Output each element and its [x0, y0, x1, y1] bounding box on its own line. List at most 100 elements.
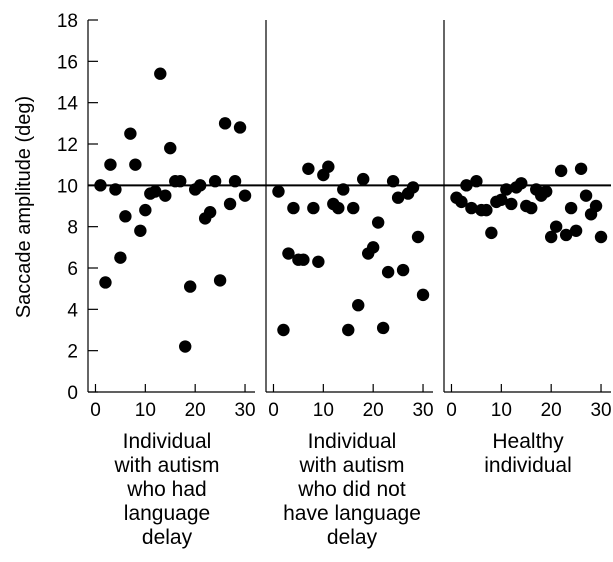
data-point [352, 299, 365, 312]
data-point [386, 175, 400, 188]
data-point [114, 251, 127, 264]
data-point [549, 220, 563, 233]
data-point [119, 210, 132, 223]
data-point [139, 203, 152, 217]
y-tick-label: 4 [67, 300, 78, 321]
panel-1-caption-line-1: Individual [122, 430, 212, 453]
data-point [347, 201, 360, 215]
data-point [109, 183, 122, 196]
y-tick-label: 6 [67, 259, 78, 280]
data-point [228, 175, 242, 188]
y-tick-label: 18 [57, 11, 78, 32]
panel-1-caption-line-3: who had [127, 478, 207, 501]
x-tick-label: 30 [234, 400, 255, 421]
data-point [174, 175, 187, 188]
data-point [381, 265, 395, 279]
data-point [302, 162, 315, 175]
data-point [357, 172, 370, 186]
y-tick-label: 16 [57, 52, 78, 73]
y-axis-label: Saccade amplitude (deg) [13, 96, 35, 318]
data-point [332, 201, 345, 215]
data-point [307, 201, 320, 215]
data-point [559, 228, 573, 242]
data-point [539, 185, 553, 198]
data-point [164, 141, 177, 155]
y-tick-label: 12 [57, 135, 78, 156]
data-point [233, 121, 247, 134]
data-point [564, 201, 578, 215]
y-axis: 0 2 4 6 8 10 12 14 16 18 [57, 11, 98, 404]
data-point [505, 197, 518, 211]
x-tick-label: 10 [491, 400, 512, 421]
data-point [203, 206, 217, 219]
data-point [99, 276, 112, 289]
data-point [208, 175, 222, 188]
panel-1-caption-line-4: language [123, 502, 211, 525]
x-tick-label: 20 [541, 400, 562, 421]
data-point [238, 189, 252, 202]
panel-1: 0 10 20 30 [87, 20, 256, 421]
x-tick-label: 0 [446, 400, 457, 421]
panel-2-caption-line-2: with autism [299, 454, 405, 477]
panel-3-caption-line-1: Healthy [492, 430, 564, 453]
data-point [411, 230, 425, 244]
data-point [371, 216, 385, 229]
data-point [480, 203, 493, 217]
x-tick-label: 20 [363, 400, 384, 421]
x-tick-label: 10 [135, 400, 156, 421]
data-point [223, 197, 237, 211]
data-point [544, 230, 558, 244]
y-tick-label: 14 [57, 94, 79, 115]
data-point [337, 183, 350, 196]
data-point [465, 201, 478, 215]
data-point [297, 253, 310, 266]
data-point [406, 181, 420, 194]
data-point [149, 185, 162, 198]
data-point [342, 323, 355, 337]
data-point [515, 177, 528, 190]
panel-1-caption: Individual with autism who had language … [87, 430, 247, 550]
data-point [574, 162, 588, 175]
data-point [391, 191, 405, 204]
panel-1-caption-line-2: with autism [114, 454, 220, 477]
data-point [366, 241, 380, 254]
data-point [287, 201, 300, 215]
y-tick-label: 2 [67, 342, 78, 363]
panel-2-caption-line-3: who did not [298, 478, 406, 501]
x-tick-label: 0 [268, 400, 279, 421]
panel-2: 0 10 20 30 [265, 20, 434, 421]
data-point [277, 323, 290, 337]
data-point [569, 224, 583, 237]
data-point [312, 255, 325, 268]
panel-3-caption-line-2: individual [484, 454, 572, 477]
data-point [396, 263, 410, 277]
data-point [525, 201, 538, 215]
panel-2-caption-line-4: have language [283, 502, 421, 525]
data-point [416, 288, 430, 302]
data-point [579, 189, 593, 202]
data-point [500, 183, 513, 196]
data-point [272, 185, 285, 198]
panel-2-caption: Individual with autism who did not have … [272, 430, 432, 550]
x-tick-label: 20 [185, 400, 206, 421]
data-point [455, 195, 468, 209]
data-point [183, 280, 197, 293]
data-point [154, 67, 167, 80]
data-point [495, 193, 508, 206]
data-point [159, 189, 172, 202]
data-point [129, 158, 142, 171]
panel-2-caption-line-1: Individual [307, 430, 397, 453]
y-tick-label: 8 [67, 218, 78, 239]
x-tick-label: 0 [90, 400, 101, 421]
y-tick-label: 0 [67, 383, 78, 404]
data-point [213, 274, 227, 287]
x-tick-label: 30 [590, 400, 611, 421]
data-point [124, 127, 137, 140]
data-point [470, 175, 483, 188]
data-point [485, 226, 498, 240]
data-point [218, 117, 232, 130]
x-tick-label: 10 [313, 400, 334, 421]
panel-3-caption: Healthy individual [448, 430, 608, 478]
data-point [282, 247, 295, 260]
